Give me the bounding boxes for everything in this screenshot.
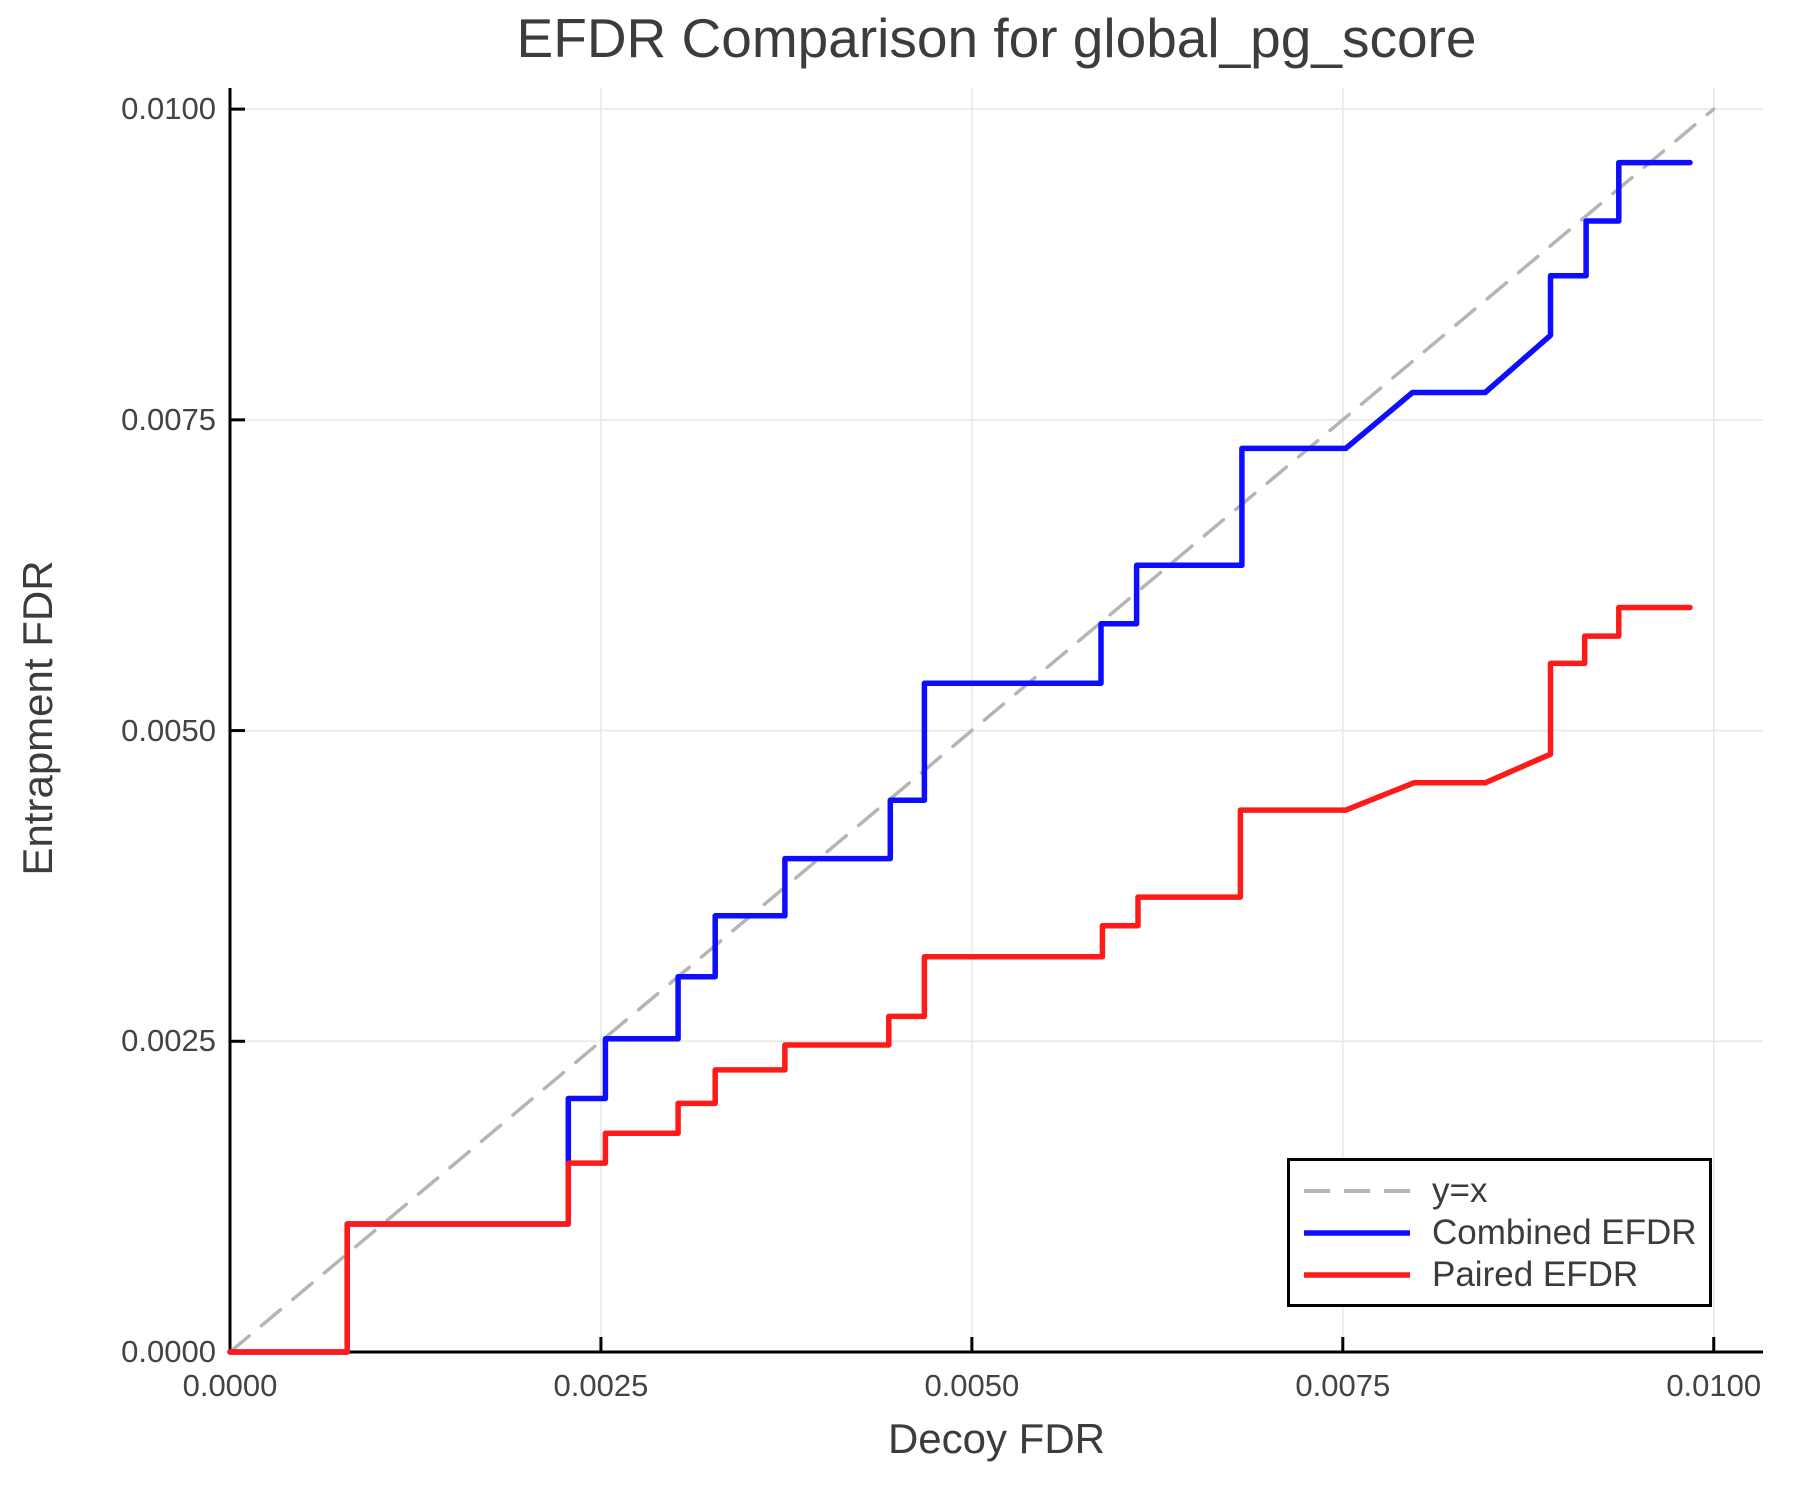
legend-label-reference: y=x xyxy=(1432,1170,1488,1210)
series-line-combined xyxy=(227,159,1693,1355)
y-tick-label: 0.0025 xyxy=(121,1023,216,1059)
legend-sample-paired xyxy=(1304,1271,1410,1278)
chart-title: EFDR Comparison for global_pg_score xyxy=(516,7,1477,69)
y-tick-label: 0.0075 xyxy=(121,401,216,437)
series-line-paired xyxy=(227,604,1693,1355)
legend-item-reference: y=x xyxy=(1304,1170,1709,1212)
y-tick-label: 0.0000 xyxy=(121,1334,216,1369)
x-tick-label: 0.0000 xyxy=(182,1368,278,1403)
legend: y=x Combined EFDR Paired EFDR xyxy=(1287,1158,1712,1307)
x-axis-label: Decoy FDR xyxy=(887,1415,1106,1462)
legend-item-paired: Paired EFDR xyxy=(1304,1254,1709,1296)
x-tick-label: 0.0025 xyxy=(553,1368,649,1403)
legend-label-combined: Combined EFDR xyxy=(1432,1212,1697,1252)
x-tick-label: 0.0050 xyxy=(924,1368,1020,1403)
legend-item-combined: Combined EFDR xyxy=(1304,1212,1709,1254)
series-line-reference xyxy=(228,107,1716,1354)
x-tick-label: 0.0100 xyxy=(1666,1368,1762,1403)
legend-sample-combined xyxy=(1304,1229,1410,1236)
y-tick-label: 0.0100 xyxy=(121,91,216,127)
legend-label-paired: Paired EFDR xyxy=(1432,1254,1639,1294)
legend-sample-reference xyxy=(1304,1188,1410,1193)
x-tick-label: 0.0075 xyxy=(1295,1368,1391,1403)
y-tick-label: 0.0050 xyxy=(121,712,216,748)
